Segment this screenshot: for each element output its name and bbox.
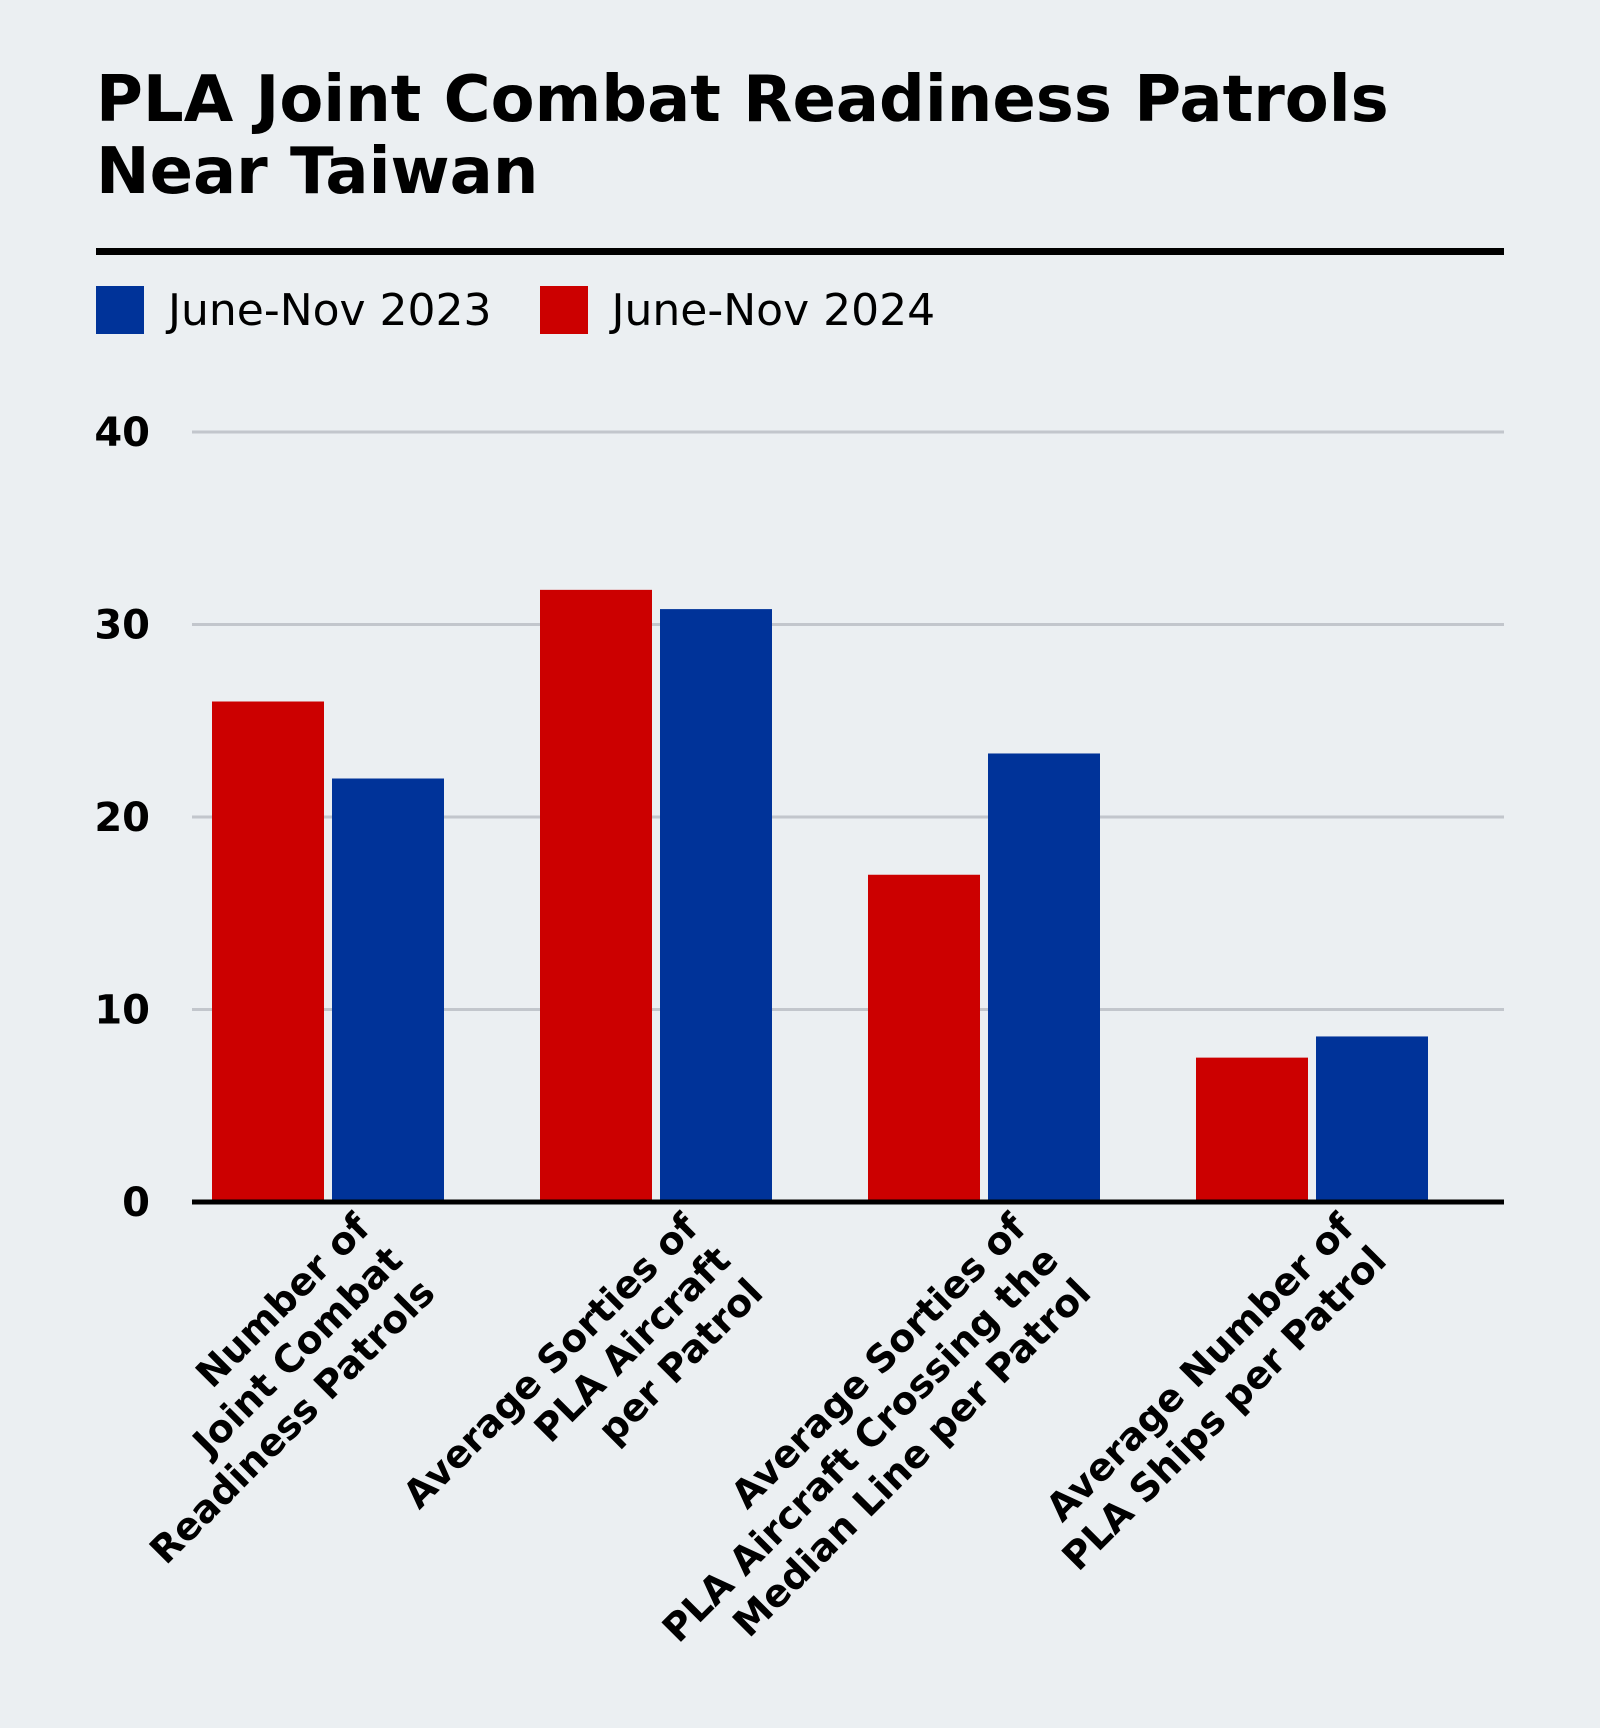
legend-item-2023: June-Nov 2023 <box>96 285 492 336</box>
bar-2023-category-3 <box>988 753 1100 1202</box>
category-label-4-line-1: Average Number of <box>1038 1205 1363 1530</box>
y-tick-label-40: 40 <box>94 410 150 456</box>
legend-item-2024: June-Nov 2024 <box>539 284 936 336</box>
bar-2023-category-4 <box>1316 1036 1428 1202</box>
bar-2024-category-4 <box>1196 1057 1308 1202</box>
category-label-4-line-2: PLA Ships per Patrol <box>1054 1238 1395 1579</box>
bar-2023-category-2 <box>660 609 772 1202</box>
legend: June-Nov 2023 June-Nov 2024 <box>96 282 983 338</box>
bar-2024-category-1 <box>212 701 324 1202</box>
bar-2023-category-1 <box>332 778 444 1202</box>
legend-label-2023: June-Nov 2023 <box>168 284 492 336</box>
legend-swatch-2024 <box>539 286 588 334</box>
y-tick-label-30: 30 <box>94 603 150 649</box>
y-tick-label-0: 0 <box>122 1180 150 1226</box>
legend-label-2024: June-Nov 2024 <box>611 284 936 336</box>
legend-swatch-2023 <box>96 286 144 334</box>
chart-title: PLA Joint Combat Readiness Patrols Near … <box>96 63 1389 209</box>
title-divider <box>96 248 1504 255</box>
y-tick-label-10: 10 <box>94 988 150 1034</box>
y-tick-label-20: 20 <box>94 795 150 841</box>
bar-2024-category-2 <box>540 589 652 1202</box>
bar-2024-category-3 <box>868 874 980 1202</box>
